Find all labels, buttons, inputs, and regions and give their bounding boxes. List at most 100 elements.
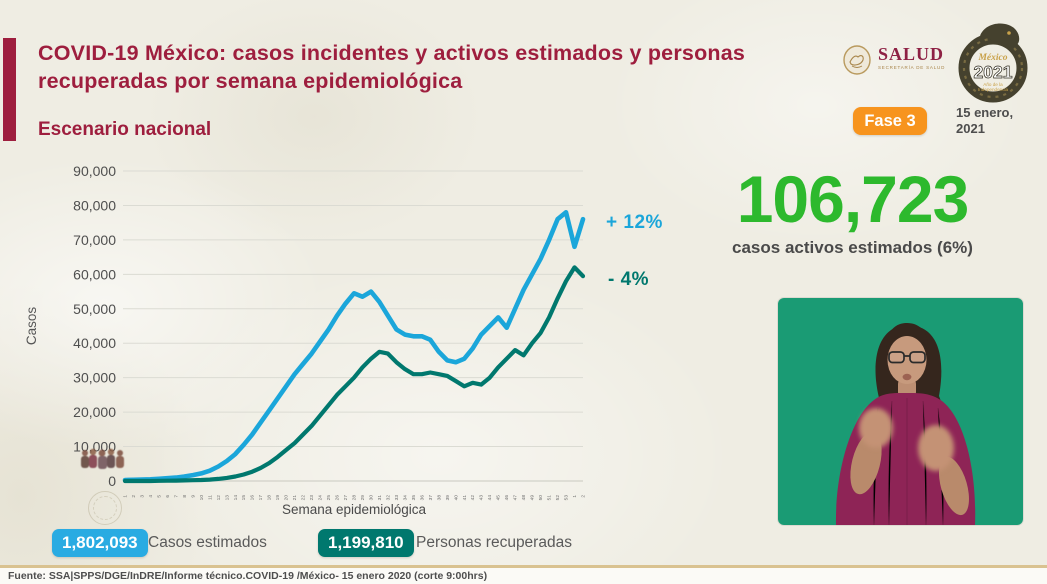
x-tick-label: 17	[258, 495, 264, 501]
x-tick-label: 4	[148, 495, 154, 498]
salud-wordmark: SALUD SECRETARÍA DE SALUD	[878, 44, 945, 70]
x-tick-label: 45	[496, 495, 502, 501]
x-tick-label: 53	[564, 495, 570, 501]
total-recovered-badge: 1,199,810	[318, 529, 414, 557]
phase-badge: Fase 3	[853, 107, 927, 135]
x-tick-label: 23	[309, 495, 315, 501]
watermark-people-image	[79, 446, 127, 476]
x-tick-label: 26	[335, 495, 341, 501]
y-tick-label: 70,000	[73, 232, 116, 248]
x-tick-label: 9	[190, 495, 196, 498]
x-tick-label: 8	[182, 495, 188, 498]
x-tick-label: 1	[123, 495, 129, 498]
x-tick-label: 16	[250, 495, 256, 501]
y-tick-label: 90,000	[73, 163, 116, 179]
watermark-seal	[88, 491, 122, 525]
total-estimated-cases-label: Casos estimados	[148, 534, 267, 551]
x-tick-label: 25	[326, 495, 332, 501]
x-axis-label: Semana epidemiológica	[282, 502, 427, 517]
mexico-2021-logo: México 2021 Año de la Independencia	[952, 18, 1034, 108]
report-date-line1: 15 enero,	[956, 105, 1014, 120]
x-tick-label: 1	[572, 495, 578, 498]
x-tick-label: 44	[487, 495, 493, 501]
x-tick-label: 14	[233, 495, 239, 501]
total-recovered-label: Personas recuperadas	[416, 534, 572, 551]
x-tick-label: 5	[156, 495, 162, 498]
x-tick-label: 49	[530, 495, 536, 501]
x-tick-label: 47	[513, 495, 519, 501]
sign-language-interpreter-video	[778, 298, 1023, 525]
x-tick-label: 33	[394, 495, 400, 501]
x-tick-label: 2	[581, 495, 587, 498]
line-chart: 010,00020,00030,00040,00050,00060,00070,…	[24, 163, 587, 517]
y-tick-label: 50,000	[73, 301, 116, 317]
x-tick-label: 50	[538, 495, 544, 501]
x-tick-label: 51	[547, 495, 553, 501]
total-estimated-cases-badge: 1,802,093	[52, 529, 148, 557]
report-date: 15 enero, 2021	[956, 105, 1013, 136]
y-axis-label: Casos	[24, 307, 39, 346]
active-cases-caption: casos activos estimados (6%)	[732, 238, 973, 258]
epidemic-week-chart: 0 10,000 20,000 30,000 40,000 50,000 60,000 70,…	[0, 160, 620, 530]
page-title: COVID-19 México: casos incidentes y acti…	[38, 41, 746, 93]
x-tick-label: 7	[173, 495, 179, 498]
x-tick-label: 27	[343, 495, 349, 501]
x-tick-label: 41	[462, 495, 468, 501]
x-tick-label: 32	[385, 495, 391, 501]
interpreter-right-hand	[918, 425, 954, 471]
x-tick-label: 24	[318, 495, 324, 501]
x-tick-label: 21	[292, 495, 298, 501]
series-line-casos-estimados	[122, 209, 586, 483]
x-tick-label: 20	[284, 495, 290, 501]
x-tick-label: 43	[479, 495, 485, 501]
serpent-head-icon	[980, 23, 1020, 47]
x-tick-label: 6	[165, 495, 171, 498]
x-tick-label: 18	[267, 495, 273, 501]
logo-caption2: Independencia	[978, 87, 1009, 92]
series-line-personas-recuperadas	[122, 265, 586, 484]
active-cases-value: 106,723	[736, 162, 970, 236]
scenario-subtitle: Escenario nacional	[38, 119, 212, 140]
active-cases-highlight: 106,723 casos activos estimados (6%)	[665, 162, 1040, 258]
annotation-recovered-change: - 4%	[608, 269, 650, 290]
x-tick-label: 29	[360, 495, 366, 501]
x-tick-label: 52	[555, 495, 561, 501]
salud-seal-icon	[842, 44, 872, 81]
interpreter-face	[887, 336, 927, 384]
x-tick-label: 46	[504, 495, 510, 501]
x-tick-label: 11	[207, 495, 213, 500]
logo-mexico-text: México	[977, 53, 1007, 63]
y-tick-label: 80,000	[73, 197, 116, 213]
y-tick-label: 40,000	[73, 335, 116, 351]
salud-title: SALUD	[878, 44, 945, 64]
x-tick-label: 39	[445, 495, 451, 501]
x-tick-label: 22	[301, 495, 307, 501]
report-date-line2: 2021	[956, 120, 985, 136]
x-tick-label: 3	[139, 495, 145, 498]
x-tick-label: 36	[419, 495, 425, 501]
y-tick-label: 0	[108, 473, 116, 489]
salud-subtitle: SECRETARÍA DE SALUD	[878, 65, 946, 70]
annotation-cases-change: + 12%	[606, 212, 663, 233]
y-tick-label: 60,000	[73, 266, 116, 282]
title-accent-bar	[3, 38, 16, 141]
x-tick-label: 10	[199, 495, 205, 501]
x-tick-label: 28	[352, 495, 358, 501]
x-tick-label: 12	[216, 495, 222, 501]
salud-logo: SALUD SECRETARÍA DE SALUD	[842, 44, 945, 81]
logo-year-text: 2021	[974, 62, 1013, 82]
x-tick-label: 19	[275, 495, 281, 501]
x-tick-label: 15	[241, 495, 247, 501]
x-tick-label: 37	[428, 495, 434, 501]
y-tick-label: 30,000	[73, 370, 116, 386]
interpreter-left-hand	[859, 408, 893, 448]
x-tick-label: 35	[411, 495, 417, 501]
x-tick-label: 31	[377, 495, 383, 501]
x-tick-label: 48	[521, 495, 527, 501]
x-tick-label: 38	[436, 495, 442, 501]
y-tick-label: 20,000	[73, 404, 116, 420]
logo-caption1: Año de la	[983, 82, 1003, 87]
x-tick-label: 42	[470, 495, 476, 501]
x-tick-label: 30	[368, 495, 374, 501]
